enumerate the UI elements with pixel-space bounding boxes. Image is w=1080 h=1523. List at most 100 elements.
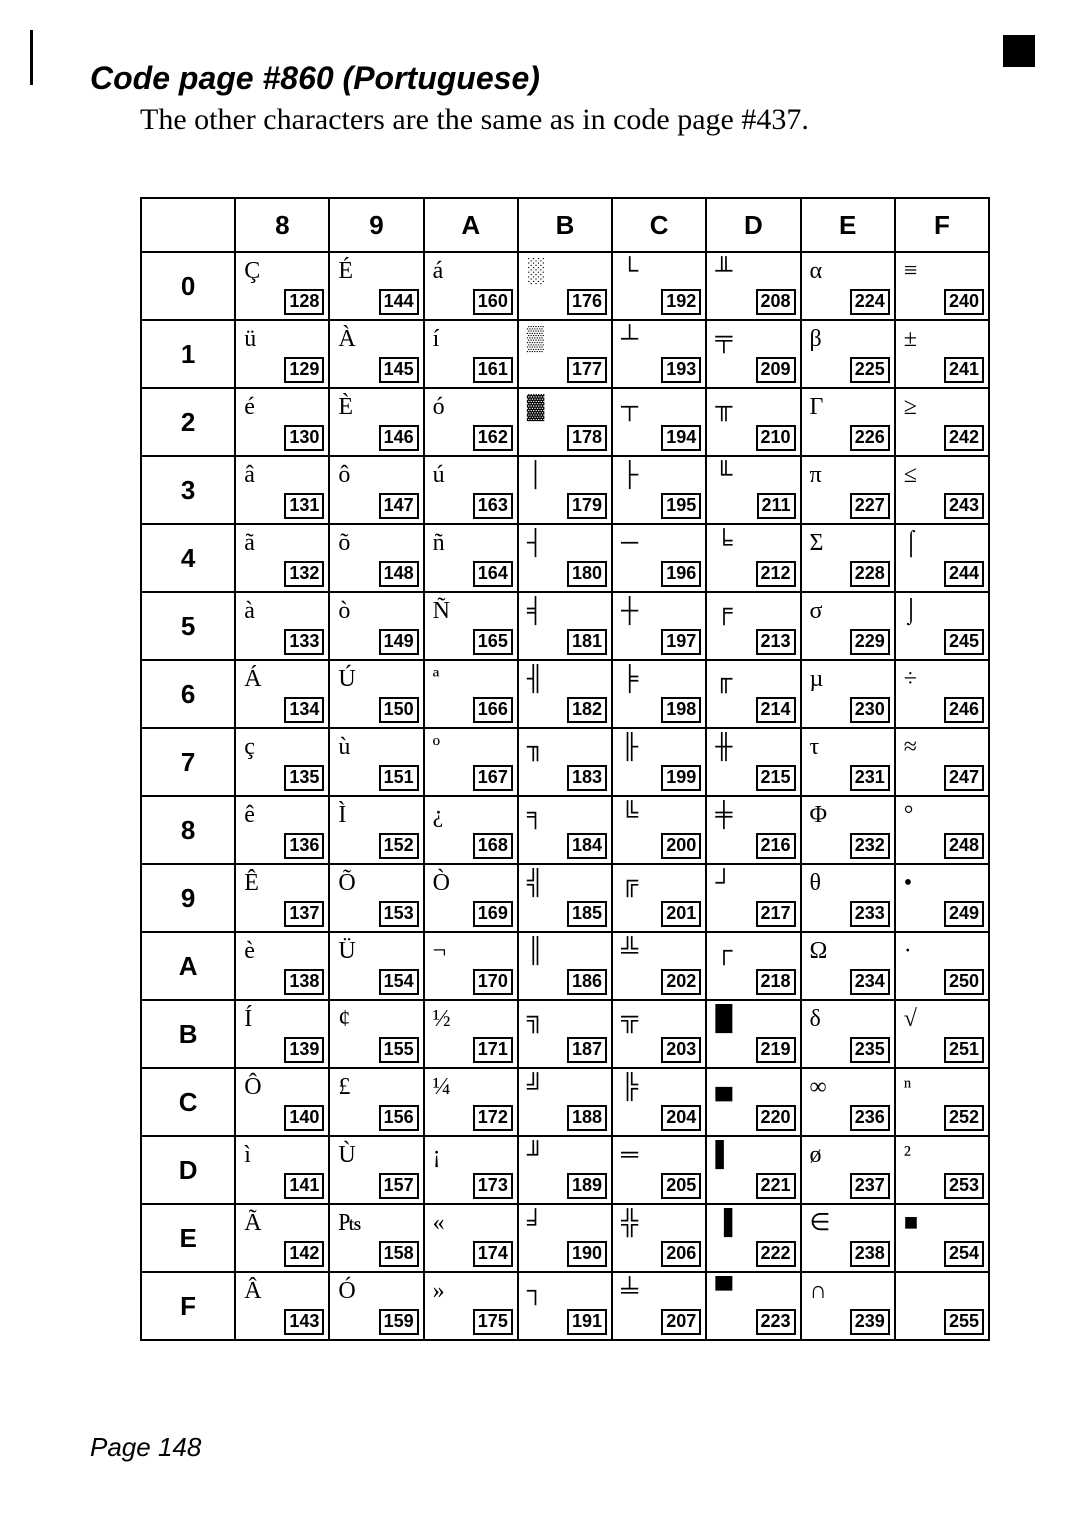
column-header: E <box>801 198 895 252</box>
cell-glyph: ╟ <box>621 735 638 759</box>
cell-code: 248 <box>944 833 984 859</box>
code-cell: θ233 <box>801 864 895 932</box>
cell-code: 228 <box>850 561 890 587</box>
cell-code: 232 <box>850 833 890 859</box>
cell-code: 173 <box>473 1173 513 1199</box>
cell-glyph: È <box>338 395 353 419</box>
code-cell: ┼197 <box>612 592 706 660</box>
cell-glyph: ╖ <box>527 735 544 759</box>
cell-code: 216 <box>756 833 796 859</box>
cell-code: 251 <box>944 1037 984 1063</box>
cell-code: 129 <box>284 357 324 383</box>
row-header: 6 <box>141 660 235 728</box>
code-cell: á160 <box>424 252 518 320</box>
cell-code: 174 <box>473 1241 513 1267</box>
column-header: F <box>895 198 989 252</box>
row-header: 5 <box>141 592 235 660</box>
cell-glyph: ┬ <box>621 395 638 419</box>
cell-glyph: Á <box>244 667 261 691</box>
cell-glyph: ▐ <box>715 1211 732 1235</box>
code-cell: ¢155 <box>329 1000 423 1068</box>
cell-code: 221 <box>756 1173 796 1199</box>
cell-code: 139 <box>284 1037 324 1063</box>
cell-code: 142 <box>284 1241 324 1267</box>
code-cell: ▓178 <box>518 388 612 456</box>
cell-code: 230 <box>850 697 890 723</box>
code-cell: ▌221 <box>706 1136 800 1204</box>
cell-code: 130 <box>284 425 324 451</box>
cell-code: 206 <box>661 1241 701 1267</box>
cell-glyph: Φ <box>810 803 828 827</box>
page-heading: Code page #860 (Portuguese) <box>90 60 990 97</box>
cell-code: 239 <box>850 1309 890 1335</box>
cell-code: 199 <box>661 765 701 791</box>
code-cell: ├195 <box>612 456 706 524</box>
code-cell: ╘212 <box>706 524 800 592</box>
cell-code: 193 <box>661 357 701 383</box>
code-cell: ╫215 <box>706 728 800 796</box>
cell-code: 200 <box>661 833 701 859</box>
cell-glyph: Ì <box>338 803 346 827</box>
code-cell: ┴193 <box>612 320 706 388</box>
code-cell: Õ153 <box>329 864 423 932</box>
cell-glyph: α <box>810 259 823 283</box>
code-cell: █219 <box>706 1000 800 1068</box>
code-cell: ¬170 <box>424 932 518 1000</box>
code-cell: ┘217 <box>706 864 800 932</box>
code-cell: Ó159 <box>329 1272 423 1340</box>
cell-glyph: π <box>810 463 822 487</box>
code-cell: Γ226 <box>801 388 895 456</box>
cell-glyph: ░ <box>527 259 544 283</box>
cell-code: 166 <box>473 697 513 723</box>
code-cell: Ú150 <box>329 660 423 728</box>
cell-glyph: ⌡ <box>904 599 919 623</box>
code-cell: ≈247 <box>895 728 989 796</box>
cell-code: 144 <box>379 289 419 315</box>
cell-glyph: Ü <box>338 939 355 963</box>
row-header: E <box>141 1204 235 1272</box>
code-cell: ┐191 <box>518 1272 612 1340</box>
cell-glyph: º <box>433 735 440 759</box>
cell-glyph: ╥ <box>715 395 732 419</box>
code-cell: Í139 <box>235 1000 329 1068</box>
row-header: 1 <box>141 320 235 388</box>
cell-glyph: ∞ <box>810 1075 827 1099</box>
cell-glyph: « <box>433 1211 445 1235</box>
code-cell: õ148 <box>329 524 423 592</box>
row-header: B <box>141 1000 235 1068</box>
cell-code: 250 <box>944 969 984 995</box>
cell-glyph: ╕ <box>527 803 544 827</box>
cell-code: 185 <box>567 901 607 927</box>
cell-code: 235 <box>850 1037 890 1063</box>
cell-glyph: ╝ <box>527 1075 544 1099</box>
code-cell: ò149 <box>329 592 423 660</box>
cell-code: 164 <box>473 561 513 587</box>
code-cell: ₧158 <box>329 1204 423 1272</box>
cell-code: 212 <box>756 561 796 587</box>
cell-glyph: ╛ <box>527 1211 544 1235</box>
cell-code: 151 <box>379 765 419 791</box>
cell-glyph: └ <box>621 259 638 283</box>
cell-code: 204 <box>661 1105 701 1131</box>
cell-glyph: ½ <box>433 1007 451 1031</box>
code-cell: ╦203 <box>612 1000 706 1068</box>
cell-code: 157 <box>379 1173 419 1199</box>
cell-code: 243 <box>944 493 984 519</box>
cell-code: 203 <box>661 1037 701 1063</box>
cell-code: 229 <box>850 629 890 655</box>
cell-code: 181 <box>567 629 607 655</box>
row-header: 3 <box>141 456 235 524</box>
code-cell: ⌡245 <box>895 592 989 660</box>
cell-code: 255 <box>944 1309 984 1335</box>
code-cell: ─196 <box>612 524 706 592</box>
cell-glyph: ╩ <box>621 939 638 963</box>
column-header: 9 <box>329 198 423 252</box>
cell-code: 137 <box>284 901 324 927</box>
code-chart: 89ABCDEF0Ç128É144á160░176└192╨208α224≡24… <box>140 197 990 1341</box>
cell-code: 155 <box>379 1037 419 1063</box>
code-cell: Ç128 <box>235 252 329 320</box>
column-header: 8 <box>235 198 329 252</box>
code-cell: º167 <box>424 728 518 796</box>
cell-code: 133 <box>284 629 324 655</box>
code-cell: α224 <box>801 252 895 320</box>
